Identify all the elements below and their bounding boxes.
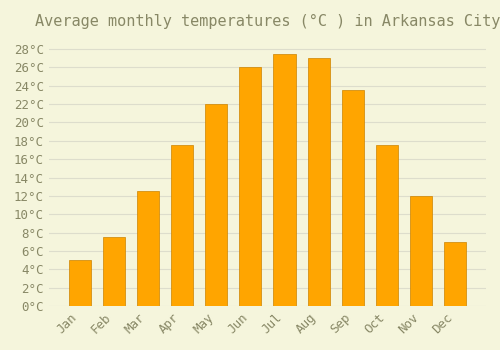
Title: Average monthly temperatures (°C ) in Arkansas City: Average monthly temperatures (°C ) in Ar… [34, 14, 500, 29]
Bar [274, 54, 295, 306]
Bar [103, 237, 125, 306]
Bar [308, 58, 330, 306]
Bar [342, 90, 364, 306]
Bar [240, 67, 262, 306]
Bar [410, 196, 432, 306]
Bar [444, 242, 466, 306]
Bar [171, 145, 193, 306]
Bar [205, 104, 228, 306]
Bar [137, 191, 159, 306]
Bar [68, 260, 91, 306]
Bar [376, 145, 398, 306]
